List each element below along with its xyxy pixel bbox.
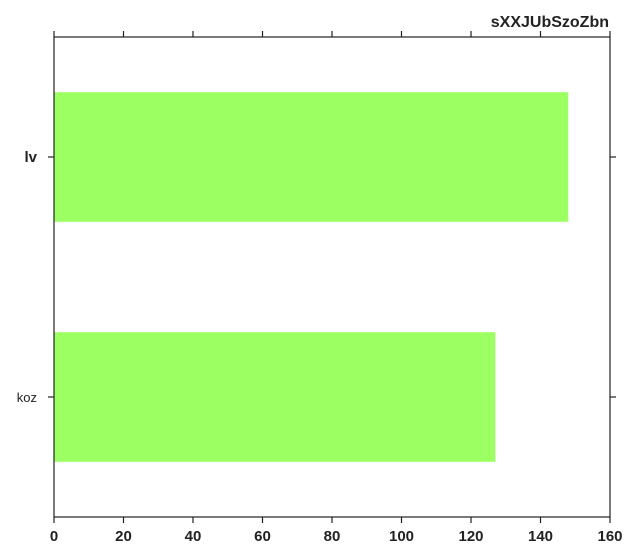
y-tick-label-koz: koz <box>17 390 37 405</box>
x-tick-label-160: 160 <box>597 528 622 545</box>
x-tick-label-140: 140 <box>528 528 553 545</box>
x-tick-label-120: 120 <box>458 528 483 545</box>
x-tick-label-20: 20 <box>115 528 132 545</box>
bar-koz <box>54 332 496 462</box>
x-tick-label-60: 60 <box>254 528 271 545</box>
x-tick-label-40: 40 <box>185 528 202 545</box>
ticks-layer: lv koz 0 20 40 60 80 100 120 140 160 <box>17 31 623 545</box>
bars-layer <box>54 92 569 462</box>
x-tick-label-100: 100 <box>389 528 414 545</box>
x-tick-label-0: 0 <box>50 528 58 545</box>
y-tick-label-lv: lv <box>24 149 37 166</box>
bar-lv <box>54 92 569 222</box>
x-tick-label-80: 80 <box>324 528 341 545</box>
chart-title: sXXJUbSzoZbn <box>491 14 609 31</box>
